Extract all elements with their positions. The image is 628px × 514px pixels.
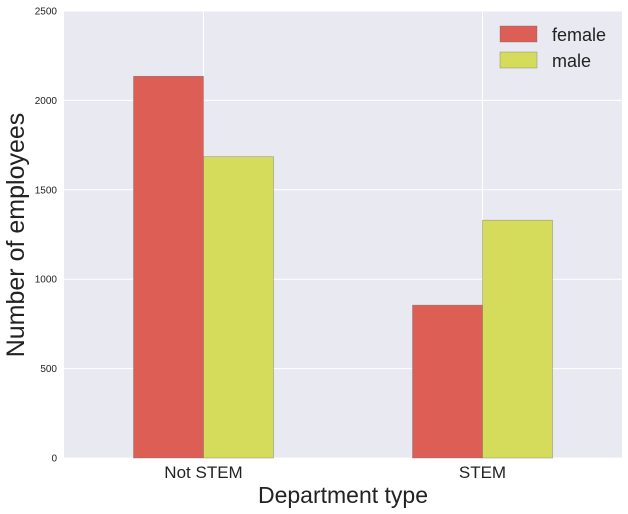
bar-female-stem [412,304,483,459]
bar-female-not-stem [133,75,204,459]
x-axis-label: Department type [258,482,428,508]
legend-label-female: female [552,25,606,45]
bar-male-stem [482,219,553,459]
y-tick-label: 1500 [35,185,58,196]
legend-label-male: male [552,51,591,71]
x-tick-labels: Not STEM STEM [164,463,506,482]
x-tick-label: Not STEM [164,463,242,482]
bars [133,75,553,459]
y-tick-label: 500 [40,364,57,375]
y-tick-labels: 0 500 1000 1500 2000 2500 [35,7,58,465]
bar-male-not-stem [203,156,274,459]
y-tick-label: 0 [51,454,57,465]
y-tick-label: 1000 [35,275,58,286]
legend-swatch-female [499,25,538,43]
x-tick-label: STEM [459,463,506,482]
legend: female male [499,25,606,71]
y-tick-label: 2000 [35,96,58,107]
legend-swatch-male [499,51,538,69]
y-tick-label: 2500 [35,7,58,18]
y-axis-label: Number of employees [2,113,30,358]
